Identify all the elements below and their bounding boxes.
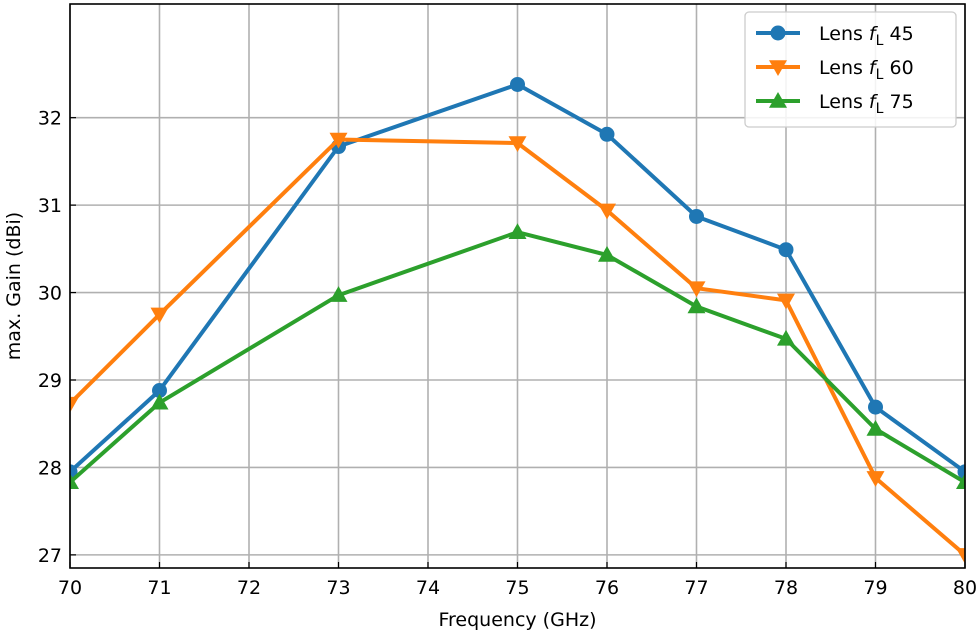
series-3 (70, 223, 965, 490)
x-tick-label: 74 (416, 577, 440, 599)
data-point (598, 245, 616, 262)
legend-item: Lens fL 60 (756, 57, 914, 83)
x-tick-label: 76 (595, 577, 619, 599)
y-tick-label: 28 (38, 457, 62, 479)
data-point (866, 419, 885, 436)
data-point (956, 548, 965, 564)
data-point (957, 464, 965, 480)
x-tick-label: 77 (684, 577, 708, 599)
x-tick-label: 75 (505, 577, 529, 599)
x-tick-label: 72 (237, 577, 261, 599)
x-tick-label: 73 (326, 577, 350, 599)
data-point (329, 286, 348, 302)
data-point (687, 281, 706, 298)
data-point (687, 297, 706, 314)
data-point (508, 136, 527, 153)
x-tick-label: 80 (953, 577, 977, 599)
y-axis-label: max. Gain (dBi) (3, 212, 25, 360)
data-point (778, 242, 794, 258)
legend-marker (770, 25, 786, 41)
series-2 (70, 132, 965, 564)
data-point (866, 471, 885, 487)
data-point (777, 329, 795, 346)
data-point (599, 126, 615, 142)
tick-labels: 70 71 72 73 74 75 76 77 78 79 80 27 28 29 30 31 32 (38, 108, 977, 599)
data-point (777, 293, 795, 310)
y-tick-label: 32 (38, 108, 62, 130)
x-tick-label: 71 (147, 577, 171, 599)
data-point (956, 473, 965, 490)
y-tick-label: 27 (38, 545, 62, 567)
y-tick-label: 31 (38, 195, 62, 217)
y-tick-label: 30 (38, 283, 62, 305)
legend-marker (769, 92, 787, 108)
y-tick-label: 29 (38, 370, 62, 392)
data-point (150, 307, 169, 324)
x-tick-label: 79 (863, 577, 887, 599)
data-point (70, 473, 79, 490)
data-point (508, 223, 527, 239)
data-point (152, 382, 167, 398)
legend-label: Lens fL 60 (819, 57, 914, 83)
legend-label: Lens fL 45 (819, 23, 914, 49)
x-axis-label: Frequency (GHz) (438, 609, 596, 631)
plot-frame (69, 3, 966, 569)
x-tick-label: 78 (774, 577, 798, 599)
legend-label: Lens fL 75 (819, 91, 914, 117)
data-point (689, 208, 704, 224)
legend-marker (769, 60, 787, 76)
series-layer (70, 76, 965, 564)
data-point (329, 132, 348, 149)
data-point (510, 76, 525, 92)
data-point (150, 393, 169, 410)
legend-item: Lens fL 75 (756, 91, 914, 117)
x-tick-label: 70 (58, 577, 82, 599)
legend-item: Lens fL 45 (756, 23, 914, 49)
data-point (70, 396, 79, 413)
data-point (598, 203, 616, 220)
legend-box (744, 11, 957, 128)
data-point (868, 399, 883, 415)
legend: Lens fL 45 Lens fL 60 Lens fL 75 (744, 11, 957, 128)
